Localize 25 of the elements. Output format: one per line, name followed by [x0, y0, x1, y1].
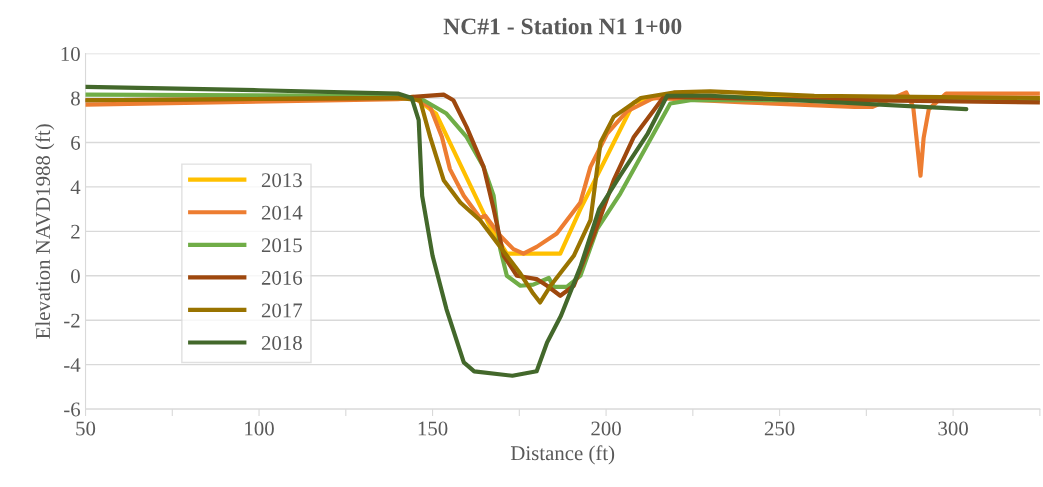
y-tick-label: 8	[71, 91, 80, 106]
x-tick-label: 150	[418, 421, 448, 436]
legend-label: 2018	[261, 335, 302, 350]
line-series	[85, 84, 969, 378]
y-tick-label: 10	[61, 46, 80, 61]
y-axis-title: Elevation NAVD1988 (ft)	[35, 124, 55, 339]
y-tick-label: -2	[64, 313, 80, 328]
x-tick-label: 200	[591, 421, 621, 436]
x-tick-label: 250	[764, 421, 795, 436]
legend-label: 2015	[261, 238, 302, 253]
y-tick-label: -6	[64, 402, 81, 417]
x-tick-label: 100	[245, 421, 274, 436]
legend-label: 2016	[261, 270, 303, 285]
y-tick-label: 6	[71, 135, 81, 150]
chart-title: NC#1 - Station N1 1+00	[443, 17, 682, 35]
legend-label: 2017	[261, 303, 303, 318]
x-tick-label: 50	[76, 421, 96, 436]
x-tick-label: 300	[938, 421, 968, 436]
y-tick-label: 0	[71, 269, 80, 284]
y-tick-label: 2	[71, 224, 80, 239]
x-axis-title: Distance (ft)	[510, 445, 615, 465]
legend-label: 2014	[261, 205, 303, 220]
legend-label: 2013	[261, 173, 302, 188]
y-tick-label: -4	[64, 358, 81, 372]
y-tick-label: 4	[70, 180, 81, 195]
